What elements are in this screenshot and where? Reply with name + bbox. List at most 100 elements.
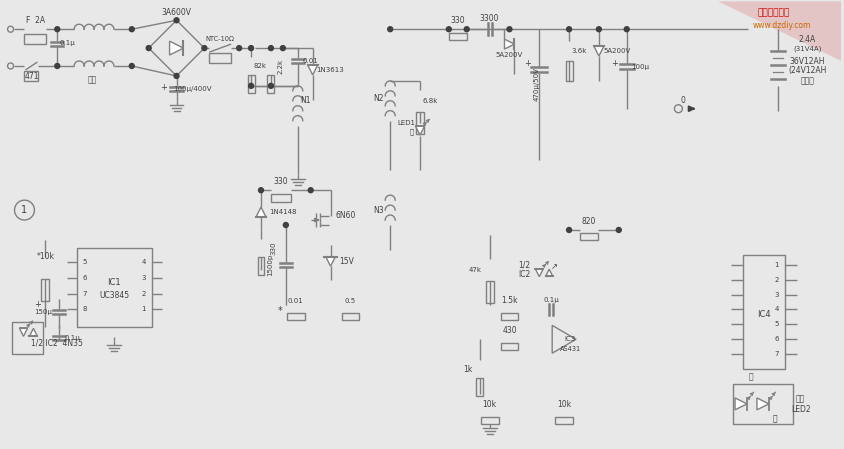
Text: 3A600V: 3A600V (161, 8, 192, 17)
Text: 1N3613: 1N3613 (316, 67, 344, 73)
Circle shape (236, 46, 241, 51)
Text: 10k: 10k (557, 401, 571, 409)
Text: 2: 2 (775, 277, 779, 283)
Text: LED1: LED1 (397, 119, 415, 126)
Polygon shape (308, 65, 317, 75)
Text: 430: 430 (502, 326, 517, 335)
Text: 15V: 15V (339, 257, 354, 266)
Polygon shape (326, 257, 335, 266)
Text: 0.5: 0.5 (345, 298, 356, 304)
Text: *: * (278, 307, 282, 317)
Polygon shape (535, 269, 544, 277)
Bar (733, 384, 793, 424)
Circle shape (446, 27, 452, 32)
Text: UC3845: UC3845 (100, 291, 129, 300)
Text: 82k: 82k (253, 63, 267, 69)
Text: 1: 1 (21, 205, 28, 215)
Text: N1: N1 (300, 96, 311, 105)
Bar (555, 417, 573, 424)
Text: +: + (524, 60, 531, 69)
Text: *10k: *10k (36, 252, 54, 261)
Bar (271, 194, 291, 202)
Text: www.dzdiy.com: www.dzdiy.com (753, 21, 811, 30)
Circle shape (146, 46, 151, 51)
Text: IC1: IC1 (107, 278, 122, 287)
Polygon shape (594, 46, 603, 56)
Circle shape (258, 188, 263, 193)
Text: 47k: 47k (469, 267, 482, 273)
Text: 1k: 1k (463, 365, 473, 374)
Circle shape (280, 46, 285, 51)
Bar (77, 248, 152, 327)
Text: 1: 1 (142, 307, 146, 313)
Text: IC2: IC2 (518, 270, 531, 279)
Text: 4: 4 (142, 259, 146, 265)
Circle shape (55, 27, 60, 32)
Text: 8: 8 (83, 307, 87, 313)
Text: 0.1μ: 0.1μ (544, 296, 559, 303)
Text: +: + (160, 84, 167, 92)
Text: 0: 0 (681, 96, 686, 105)
Text: 10k: 10k (483, 401, 496, 409)
Text: (31V4A): (31V4A) (793, 46, 822, 53)
Bar (287, 313, 305, 320)
Text: 5: 5 (83, 259, 87, 265)
Text: (24V12AH: (24V12AH (788, 66, 827, 75)
Text: N3: N3 (373, 206, 383, 215)
Circle shape (616, 228, 621, 233)
Text: +: + (611, 58, 619, 67)
Circle shape (249, 46, 253, 51)
Circle shape (268, 84, 273, 88)
Text: 0.1μ: 0.1μ (59, 40, 75, 46)
Text: 以上）: 以上） (801, 76, 814, 85)
Bar (416, 112, 424, 133)
Text: 3300: 3300 (480, 14, 500, 23)
Bar (580, 233, 598, 240)
Text: 1N4148: 1N4148 (269, 209, 296, 215)
Bar (565, 61, 572, 81)
Text: 红: 红 (410, 128, 414, 135)
Text: 1: 1 (775, 262, 779, 268)
Text: 红: 红 (772, 414, 777, 423)
Circle shape (55, 63, 60, 68)
Polygon shape (505, 39, 515, 49)
Text: 2.4A: 2.4A (799, 35, 816, 44)
Bar (500, 313, 518, 320)
Polygon shape (546, 269, 553, 276)
Text: 7: 7 (775, 351, 779, 357)
Bar (342, 313, 360, 320)
Text: 330: 330 (451, 16, 465, 25)
Text: 1/2 IC2  4N35: 1/2 IC2 4N35 (31, 339, 84, 348)
Text: 6: 6 (775, 336, 779, 342)
Circle shape (625, 27, 630, 32)
Text: 3: 3 (775, 291, 779, 298)
Text: 150μ: 150μ (35, 309, 52, 316)
Text: 471: 471 (24, 72, 39, 81)
Text: 2.2k: 2.2k (278, 58, 284, 74)
Text: ↗: ↗ (550, 262, 558, 271)
Bar (268, 75, 274, 93)
Polygon shape (415, 126, 425, 135)
Circle shape (268, 46, 273, 51)
Bar (476, 378, 483, 396)
Bar (24, 34, 46, 44)
Text: 36V12AH: 36V12AH (790, 57, 825, 66)
Text: 0.01: 0.01 (288, 298, 304, 304)
Bar (743, 255, 785, 369)
Text: 6: 6 (83, 275, 87, 281)
Bar (500, 343, 518, 350)
Bar (247, 75, 255, 93)
Text: 100μ/400V: 100μ/400V (173, 86, 212, 92)
Text: NTC-10Ω: NTC-10Ω (206, 36, 235, 42)
Circle shape (129, 63, 134, 68)
Text: 470μ/50V: 470μ/50V (533, 67, 539, 101)
Circle shape (597, 27, 602, 32)
Text: IC4: IC4 (757, 310, 771, 319)
Circle shape (249, 84, 253, 88)
Text: +: + (34, 300, 41, 309)
Circle shape (202, 46, 207, 51)
Polygon shape (757, 398, 769, 410)
Polygon shape (735, 398, 747, 410)
Text: 5: 5 (775, 321, 779, 327)
Bar (209, 53, 231, 63)
